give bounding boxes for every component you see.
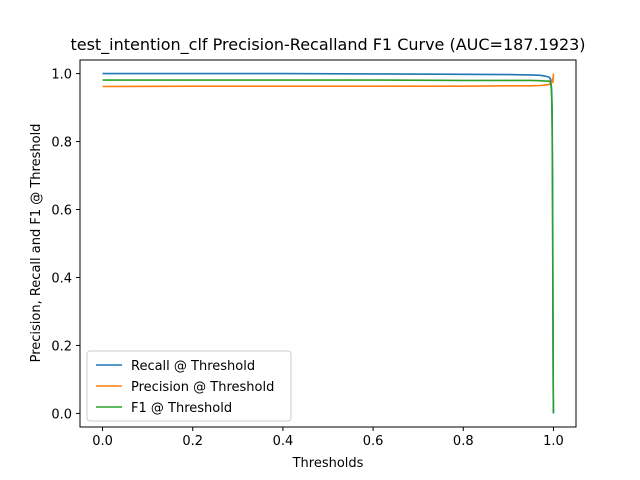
y-tick-label: 0.8	[51, 136, 72, 151]
legend: Recall @ Threshold Precision @ Threshold F…	[86, 350, 292, 422]
series-line-3	[102, 79, 555, 414]
y-tick-label: 0.2	[51, 339, 72, 354]
y-tick-label: 1.0	[51, 68, 72, 83]
series-layer	[102, 72, 555, 414]
legend-label: F1 @ Threshold	[131, 401, 232, 416]
x-tick-label: 0.0	[92, 434, 113, 449]
y-axis-ticks: 0.0 0.2 0.4 0.6 0.8 1.0	[51, 68, 80, 422]
series-line-2	[102, 73, 555, 88]
x-axis-label: Thresholds	[292, 456, 364, 471]
x-tick-label: 0.6	[363, 434, 384, 449]
legend-box	[86, 350, 292, 422]
x-axis-ticks: 0.0 0.2 0.4 0.6 0.8 1.0	[92, 427, 564, 449]
legend-label: Precision @ Threshold	[131, 380, 274, 395]
legend-label: Recall @ Threshold	[131, 359, 255, 374]
y-tick-label: 0.4	[51, 271, 72, 286]
x-tick-label: 0.2	[182, 434, 203, 449]
y-tick-label: 0.0	[51, 407, 72, 422]
x-tick-label: 0.4	[273, 434, 294, 449]
plot-frame	[79, 59, 577, 428]
y-tick-label: 0.6	[51, 204, 72, 219]
x-tick-label: 1.0	[543, 434, 564, 449]
x-tick-label: 0.8	[453, 434, 474, 449]
chart-title: test_intention_clf Precision-Recalland F…	[70, 35, 585, 55]
y-axis-label: Precision, Recall and F1 @ Threshold	[29, 124, 44, 363]
